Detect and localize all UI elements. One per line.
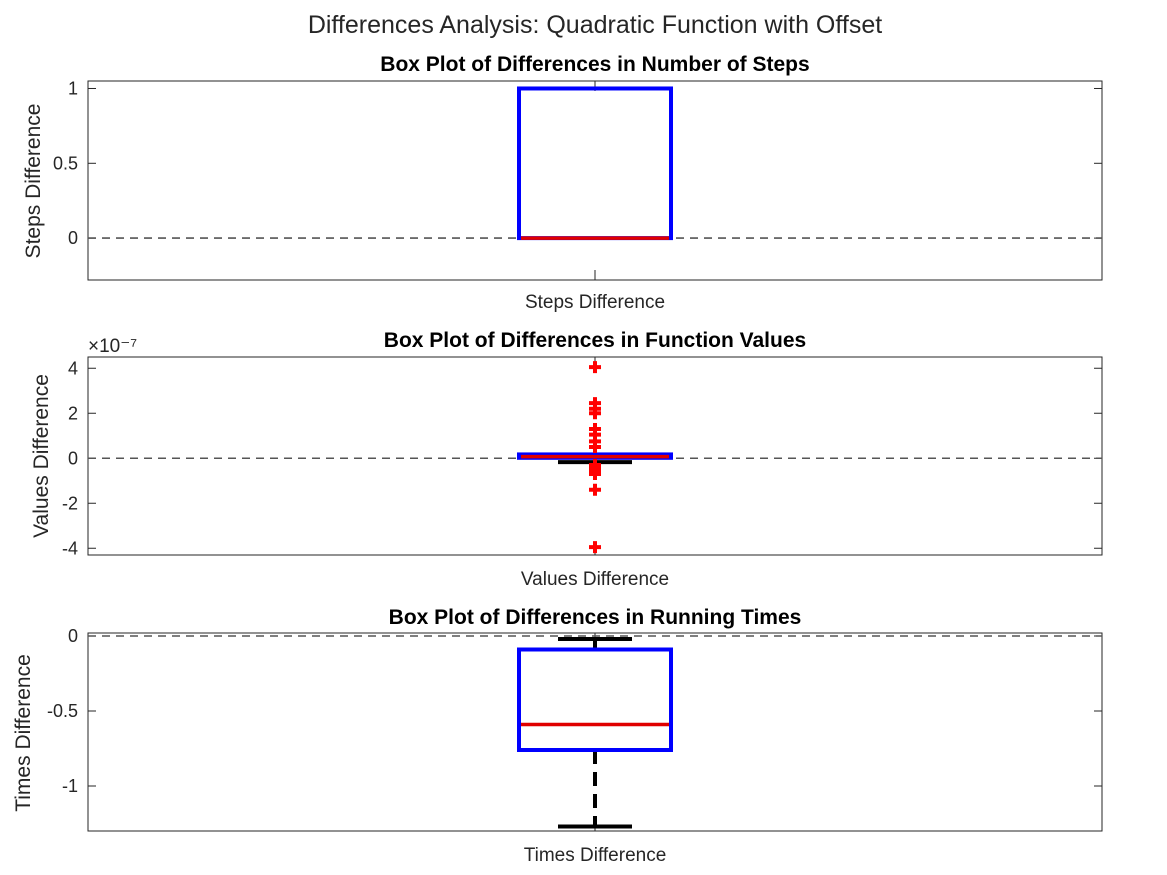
values-y-tick-label: 2 <box>68 403 78 423</box>
values-subplot: Box Plot of Differences in Function Valu… <box>30 329 1103 590</box>
values-x-label: Values Difference <box>521 569 669 590</box>
values-outlier-marker <box>589 468 601 480</box>
values-y-tick-label: -4 <box>62 538 78 558</box>
steps-y-label: Steps Difference <box>22 104 45 259</box>
values-plot-layer: -4 -2 0 2 4 <box>62 356 1103 558</box>
values-y-label: Values Difference <box>30 374 53 538</box>
steps-y-tick-label: 1 <box>68 78 78 98</box>
steps-y-tick-label: 0.5 <box>53 153 78 173</box>
times-subplot: Box Plot of Differences in Running Times… <box>12 606 1103 866</box>
values-y-tick-label: 4 <box>68 358 78 378</box>
steps-box <box>517 86 673 241</box>
times-box <box>517 647 673 752</box>
steps-plot-layer: 00.51 <box>53 78 1103 281</box>
times-plot-layer: -1 -0.5 0 <box>47 626 1103 832</box>
values-outlier-marker <box>589 407 601 420</box>
values-exponent-label: ×10⁻⁷ <box>88 336 137 357</box>
times-x-label: Times Difference <box>524 845 667 866</box>
values-outlier-marker <box>589 483 601 496</box>
values-y-tick-label: -2 <box>62 493 78 513</box>
steps-axes-box <box>87 80 1103 281</box>
steps-y-tick-label: 0 <box>68 228 78 248</box>
times-y-tick-label: 0 <box>68 626 78 646</box>
figure-title: Differences Analysis: Quadratic Function… <box>308 11 882 39</box>
times-y-tick-label: -0.5 <box>47 701 78 721</box>
steps-subplot: Box Plot of Differences in Number of Ste… <box>22 53 1103 313</box>
times-y-label: Times Difference <box>12 654 35 812</box>
steps-x-label: Steps Difference <box>525 292 665 313</box>
times-plot-title: Box Plot of Differences in Running Times <box>389 606 802 629</box>
values-outlier-marker <box>589 541 601 554</box>
times-y-tick-label: -1 <box>62 776 78 796</box>
steps-plot-title: Box Plot of Differences in Number of Ste… <box>380 53 809 76</box>
values-outlier-marker <box>589 361 601 374</box>
values-y-tick-label: 0 <box>68 448 78 468</box>
values-outlier-marker <box>589 441 601 453</box>
values-plot-title: Box Plot of Differences in Function Valu… <box>384 329 806 352</box>
